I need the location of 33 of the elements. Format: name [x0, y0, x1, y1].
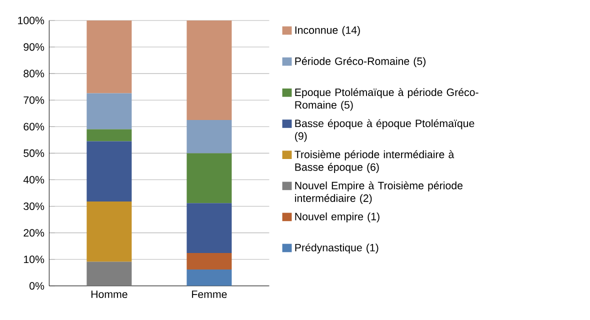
- bar: [186, 253, 232, 270]
- legend-label: Nouvel Empire à Troisième période intermédiaire (2): [295, 181, 463, 204]
- legend-label: Période Gréco-Romaine (5): [295, 57, 426, 68]
- y-tick-label: 50%: [24, 149, 44, 157]
- y-tick-label: 100%: [18, 16, 44, 24]
- bar: [86, 262, 132, 286]
- bar: [86, 93, 132, 130]
- x-tick-label: Femme: [192, 290, 227, 298]
- bar: [186, 153, 232, 204]
- bar: [186, 120, 232, 154]
- bar: [86, 202, 132, 262]
- bar: [186, 20, 232, 120]
- y-tick-label: 40%: [23, 176, 44, 184]
- legend-label: Basse époque à époque Ptolémaïque (9): [295, 119, 474, 142]
- bar: [186, 203, 232, 254]
- bar: [186, 269, 232, 286]
- legend-label: Epoque Ptolémaïque à période Gréco-Romaine (5): [295, 88, 478, 111]
- y-tick-label: 30%: [24, 202, 44, 210]
- legend-label: Troisième période intermédiaire à Basse époque (6): [294, 150, 454, 173]
- y-tick-label: 20%: [24, 229, 44, 237]
- y-tick-label: 80%: [24, 70, 44, 78]
- legend-label: Inconnue (14): [295, 26, 360, 36]
- y-tick-label: 90%: [24, 43, 44, 51]
- y-tick-label: 10%: [24, 256, 44, 264]
- bar: [86, 129, 132, 142]
- bar: [86, 141, 132, 202]
- x-tick-label: Homme: [91, 290, 128, 298]
- bar: [86, 20, 132, 94]
- y-tick-label: 0%: [30, 282, 44, 290]
- y-tick-label: 60%: [24, 122, 44, 130]
- y-tick-label: 70%: [24, 96, 44, 104]
- legend-label: Prédynastique (1): [295, 243, 378, 254]
- legend-label: Nouvel empire (1): [295, 212, 380, 222]
